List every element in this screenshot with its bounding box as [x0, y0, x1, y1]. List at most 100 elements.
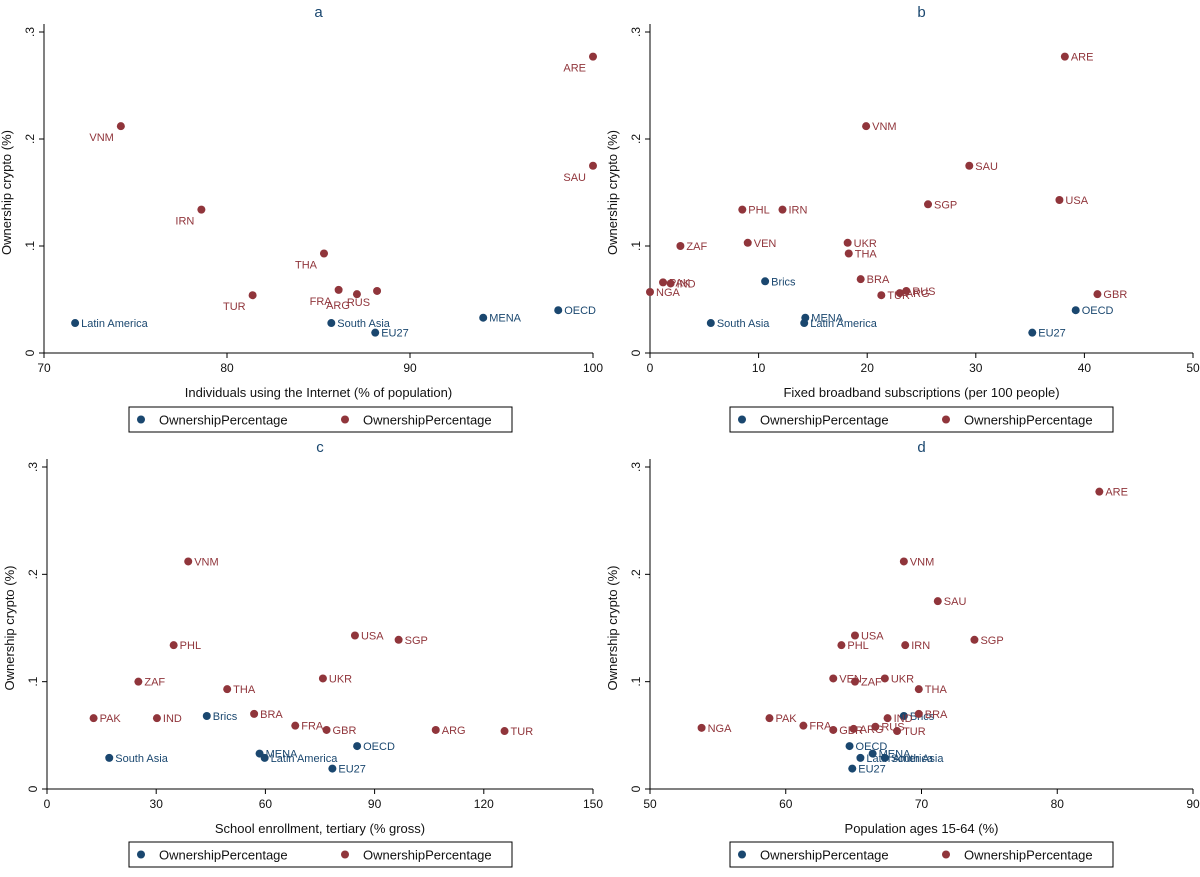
point-label: SGP — [934, 199, 957, 211]
point-label: IRN — [911, 640, 930, 652]
data-point — [848, 764, 857, 773]
x-tick-label: 120 — [474, 797, 494, 811]
point-label: PAK — [669, 277, 691, 289]
panel-b: b 0 10 20 30 40 50 0 .1 .2 .3 Fixed broadband subsc… — [605, 4, 1200, 433]
data-point — [116, 122, 125, 131]
point-label: RUS — [347, 297, 370, 309]
data-point — [659, 278, 668, 287]
legend-marker — [137, 850, 145, 859]
legend: OwnershipPercentage OwnershipPercentage — [729, 406, 1114, 433]
point-label: USA — [361, 631, 384, 643]
data-point — [893, 727, 902, 736]
point-label: IND — [677, 278, 696, 290]
x-tick-label: 30 — [150, 797, 164, 811]
point-label: ARE — [563, 63, 586, 75]
point-label: IND — [163, 713, 182, 725]
point-label: VNM — [194, 556, 218, 568]
point-label: Brics — [213, 711, 238, 723]
point-label: GBR — [333, 725, 357, 737]
point-label: ZAF — [861, 677, 882, 689]
x-tick-label: 40 — [1078, 361, 1092, 375]
legend: OwnershipPercentage OwnershipPercentage — [128, 841, 513, 868]
x-tick-label: 60 — [779, 797, 793, 811]
data-point — [761, 277, 770, 286]
data-point — [250, 709, 259, 718]
y-axis-label: Ownership crypto (%) — [2, 566, 17, 691]
point-label: OECD — [363, 741, 395, 753]
y-tick-label: 0 — [629, 349, 643, 356]
point-label: VNM — [89, 132, 113, 144]
x-tick-label: 150 — [583, 797, 603, 811]
legend-label: OwnershipPercentage — [964, 413, 1093, 428]
legend-box — [729, 841, 1114, 868]
data-point — [738, 205, 747, 214]
point-label: GBR — [1103, 289, 1127, 301]
legend-label: OwnershipPercentage — [363, 413, 492, 428]
point-label: SAU — [563, 172, 586, 184]
chart-title: b — [917, 4, 925, 21]
x-tick-label: 80 — [1051, 797, 1065, 811]
data-point — [743, 238, 752, 247]
point-label: Latin America — [81, 318, 149, 330]
x-tick-label: 90 — [403, 361, 417, 375]
x-tick-label: 80 — [220, 361, 234, 375]
point-label: USA — [861, 631, 884, 643]
x-tick-label: 0 — [44, 797, 51, 811]
data-point — [829, 674, 838, 683]
data-point — [589, 52, 597, 61]
point-label: OECD — [1082, 305, 1114, 317]
x-tick-label: 70 — [915, 797, 929, 811]
data-point — [880, 674, 889, 683]
x-tick-label: 70 — [37, 361, 51, 375]
legend-marker — [738, 850, 746, 859]
data-point — [223, 685, 232, 694]
legend: OwnershipPercentage OwnershipPercentage — [128, 406, 513, 433]
legend-marker — [137, 415, 145, 424]
point-label: VEN — [754, 238, 777, 250]
data-point — [1060, 52, 1069, 61]
data-point — [1095, 487, 1104, 496]
point-label: THA — [855, 248, 878, 260]
data-point — [871, 722, 880, 731]
point-label: OECD — [564, 305, 596, 317]
data-point — [260, 753, 269, 762]
point-label: UKR — [329, 673, 352, 685]
data-point — [500, 727, 509, 736]
point-label: SAU — [944, 596, 967, 608]
x-tick-label: 90 — [1186, 797, 1200, 811]
data-point — [1071, 306, 1080, 315]
data-point — [646, 288, 654, 297]
data-point — [479, 313, 488, 322]
data-point — [880, 753, 889, 762]
point-label: EU27 — [1038, 328, 1066, 340]
x-axis-label: Population ages 15-64 (%) — [845, 821, 999, 836]
point-label: THA — [925, 684, 948, 696]
point-label: BRA — [260, 709, 283, 721]
y-tick-label: 0 — [23, 349, 37, 356]
point-label: South Asia — [891, 753, 944, 765]
y-tick-label: .3 — [629, 462, 643, 472]
data-point — [902, 286, 911, 295]
data-point — [322, 725, 331, 734]
point-label: THA — [233, 684, 256, 696]
point-label: FRA — [301, 721, 324, 733]
point-label: RUS — [912, 286, 935, 298]
legend-label: OwnershipPercentage — [363, 848, 492, 863]
data-point — [71, 319, 80, 328]
point-label: MENA — [811, 313, 843, 325]
point-label: UKR — [854, 238, 877, 250]
legend-box — [128, 841, 513, 868]
x-axis-label: Fixed broadband subscriptions (per 100 p… — [783, 385, 1059, 400]
y-axis-label: Ownership crypto (%) — [605, 130, 620, 255]
data-point — [965, 161, 974, 170]
data-point — [152, 714, 161, 723]
x-axis-label: Individuals using the Internet (% of pop… — [185, 385, 452, 400]
y-axis-label: Ownership crypto (%) — [0, 130, 14, 255]
point-label: NGA — [708, 723, 733, 735]
point-label: South Asia — [717, 318, 770, 330]
data-point — [850, 631, 859, 640]
point-label: NGA — [656, 287, 681, 299]
legend: OwnershipPercentage OwnershipPercentage — [729, 841, 1114, 868]
data-point — [197, 205, 206, 214]
